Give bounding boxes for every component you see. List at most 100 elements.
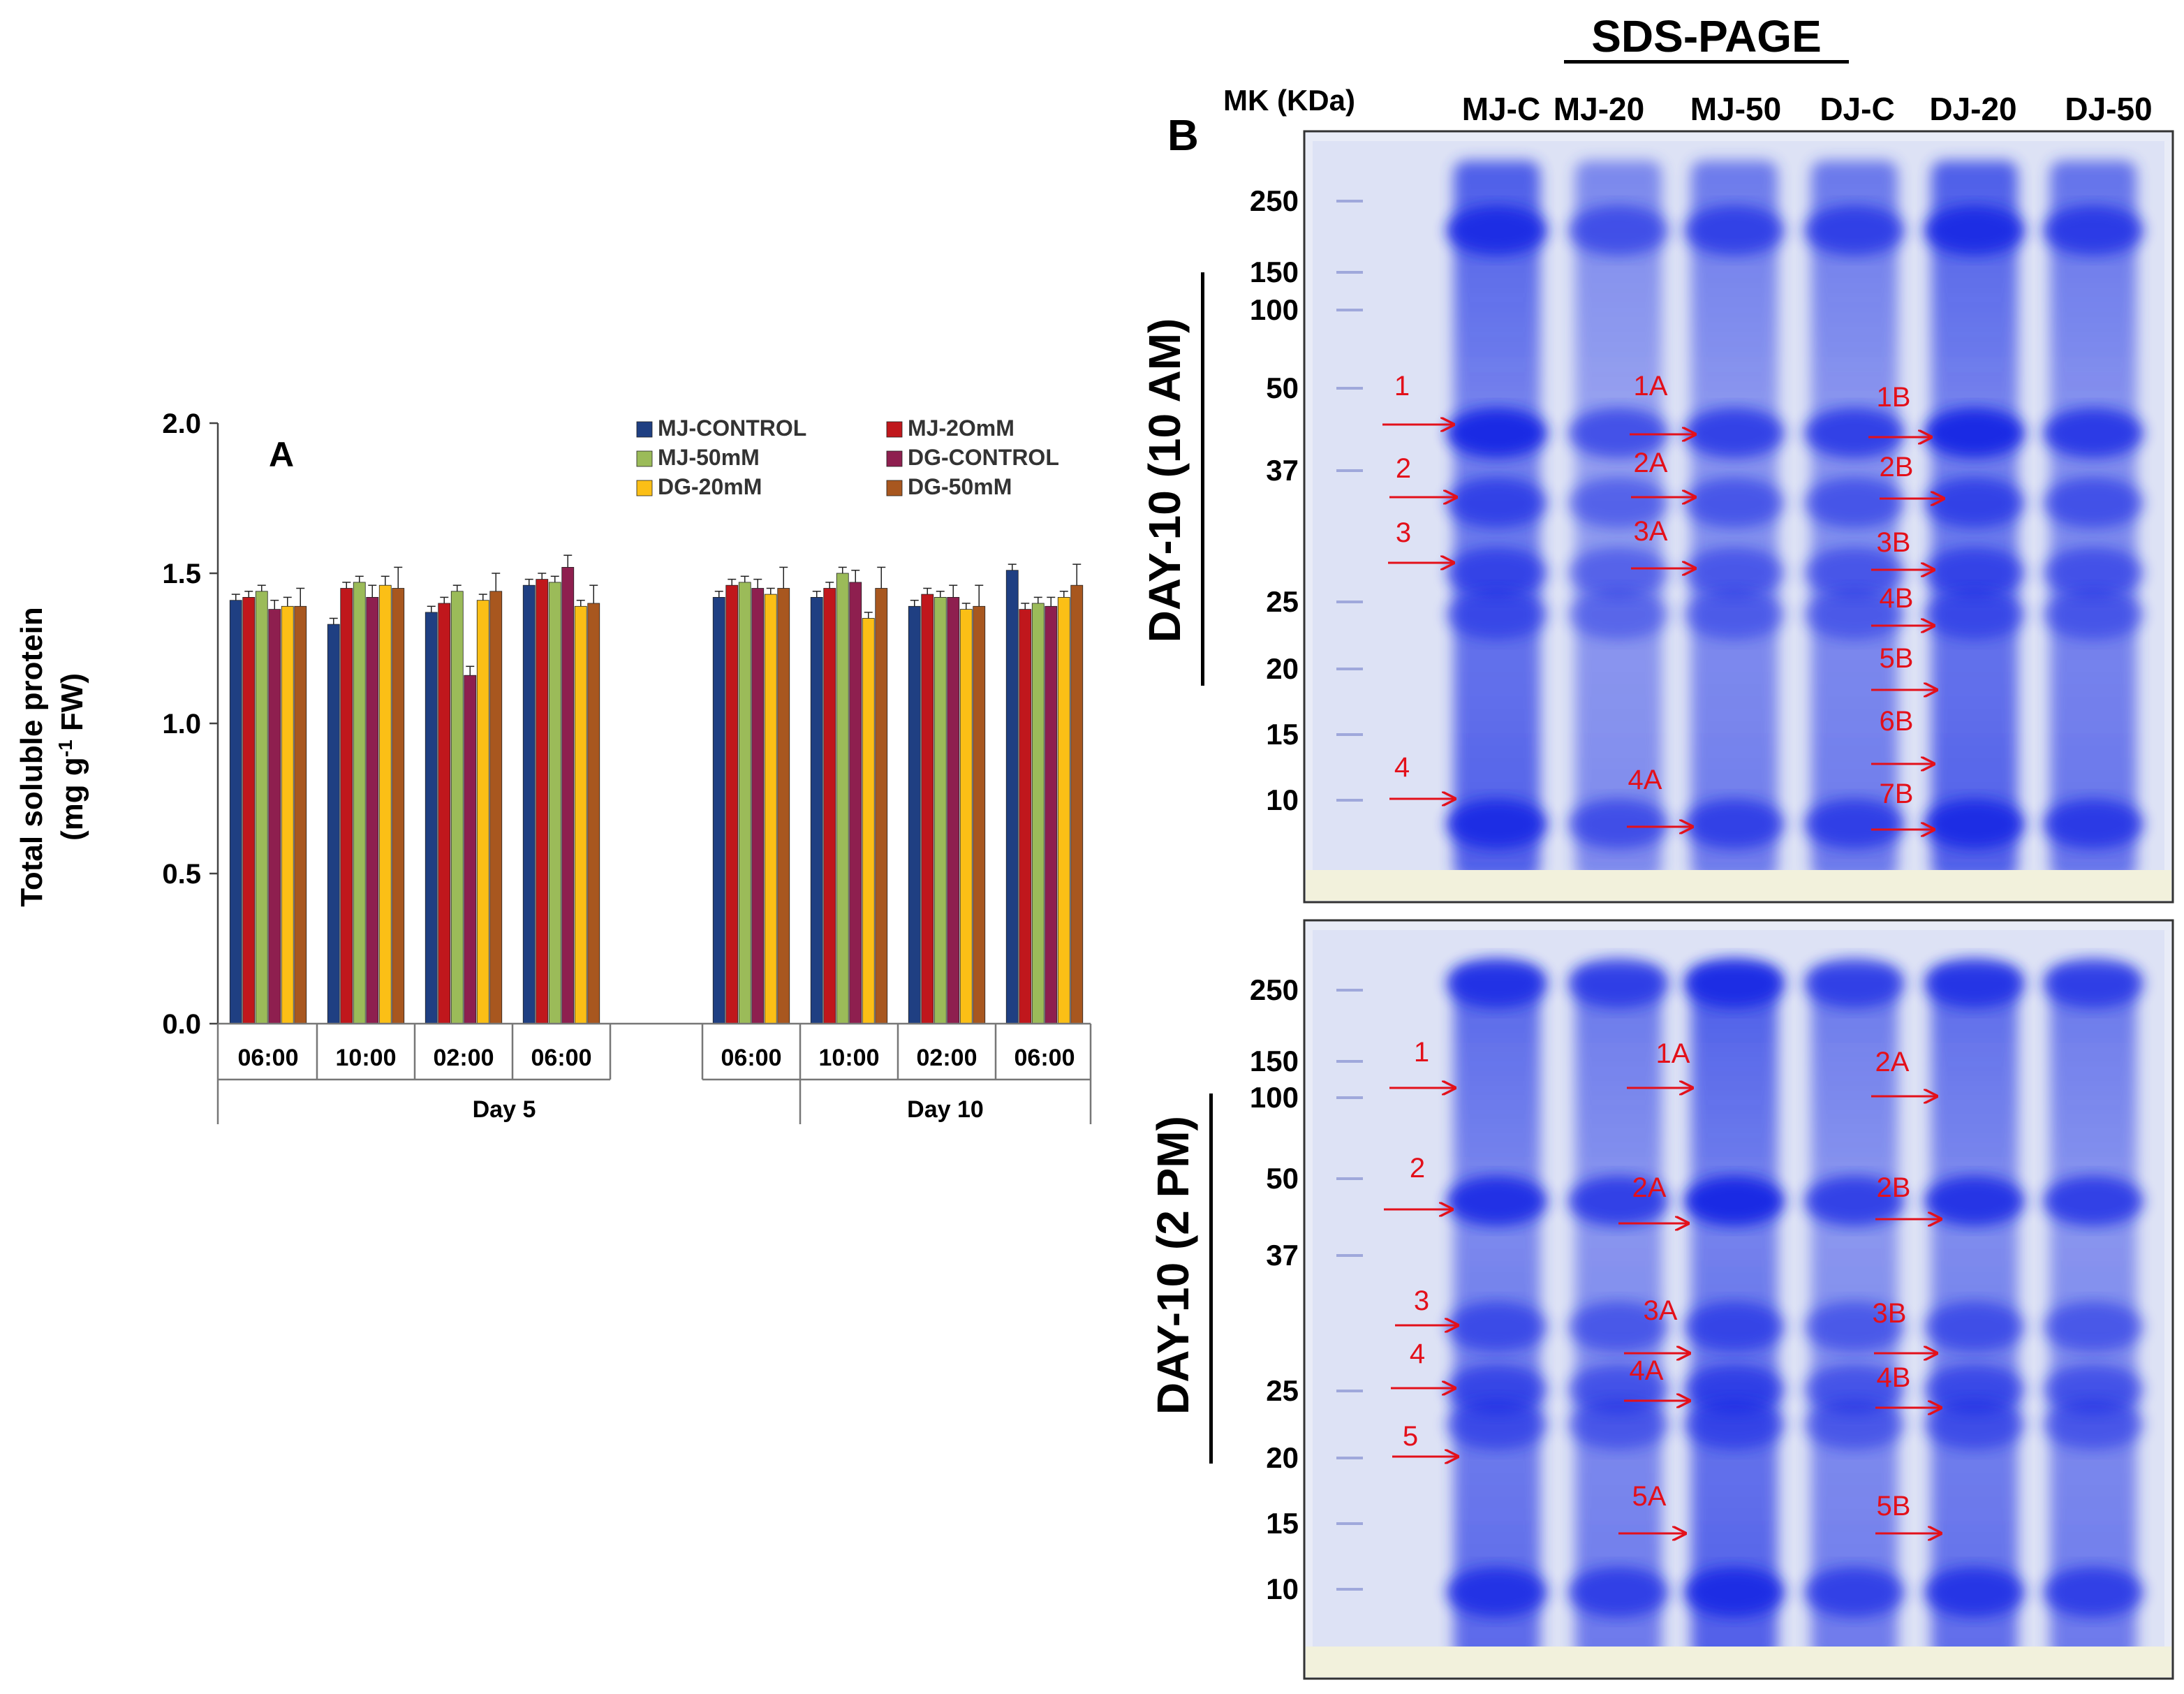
protein-band: [1924, 1567, 2025, 1617]
protein-band: [1924, 478, 2025, 528]
band-label: 4: [1394, 752, 1410, 783]
band-label: 3B: [1873, 1298, 1907, 1329]
band-label: 1A: [1656, 1038, 1690, 1069]
bar-dg-50mm: [294, 605, 307, 1024]
marker-size-label: 20: [1266, 652, 1299, 685]
band-label: 2B: [1877, 1172, 1911, 1203]
band-label: 3: [1396, 517, 1411, 548]
legend-swatch: [886, 480, 903, 496]
y-axis-unit-sup: -1: [54, 739, 76, 757]
bar-dg-50mm: [587, 603, 600, 1024]
protein-band: [1684, 799, 1785, 849]
protein-band: [1447, 1364, 1547, 1415]
bar-dg-50mm: [973, 605, 986, 1024]
marker-size-label: 50: [1266, 371, 1299, 404]
bar-dg-control: [268, 609, 281, 1024]
gel-2-title: DAY-10 (2 PM): [1148, 1116, 1198, 1415]
band-label: 1B: [1877, 382, 1911, 413]
protein-band: [1447, 1302, 1547, 1352]
protein-band: [2043, 1399, 2144, 1450]
panel-b-label: B: [1167, 112, 1199, 160]
gel-1-marker-sizes: 250 150 100 50 37 25 20 15 10: [1250, 184, 1299, 816]
lane-header: MJ-20: [1554, 91, 1644, 127]
bar-dg-control: [849, 582, 862, 1024]
bar-mj-control: [712, 597, 725, 1024]
protein-band: [2043, 1567, 2144, 1617]
protein-band: [1924, 1176, 2025, 1226]
y-axis-ticks: 0.0 0.5 1.0 1.5 2.0: [162, 408, 219, 1040]
protein-band: [1924, 547, 2025, 598]
gel-2-marker-sizes: 250 150 100 50 37 25 20 15 10: [1250, 973, 1299, 1605]
gel-day10-2pm: 250 150 100 50 37 25 20 15 10 1 2 3 4 5 1A 2A 3A 4A 5A 2A 2…: [1148, 919, 2174, 1680]
lane-header: DJ-20: [1929, 91, 2016, 127]
band-label: 2A: [1875, 1047, 1910, 1077]
marker-size-label: 25: [1266, 585, 1299, 618]
bar-mj-50mm: [353, 582, 366, 1024]
band-label: 3: [1414, 1286, 1429, 1316]
x-tick-label: 02:00: [917, 1045, 977, 1071]
protein-band: [1804, 1364, 1905, 1415]
lane-header: DJ-50: [2065, 91, 2152, 127]
band-label: 4: [1410, 1339, 1425, 1369]
bar-mj-control: [1005, 570, 1019, 1024]
band-label: 6B: [1880, 706, 1914, 737]
bar-mj-2omm: [536, 579, 549, 1024]
legend-swatch: [636, 450, 653, 467]
gel-2-lanes: [1306, 930, 2171, 1677]
protein-band: [1804, 1176, 1905, 1226]
protein-band: [1684, 1364, 1785, 1415]
protein-band: [1684, 205, 1785, 256]
bar-mj-2omm: [242, 597, 256, 1024]
protein-band: [1447, 1567, 1547, 1617]
bar-dg-20mm: [574, 605, 587, 1024]
protein-band: [2043, 408, 2144, 458]
legend-label: DG-CONTROL: [908, 445, 1059, 470]
x-tick-label: 06:00: [531, 1045, 592, 1071]
legend-label: DG-20mM: [658, 474, 762, 499]
protein-band: [1924, 799, 2025, 849]
y-axis-unit-pre: (mg g: [55, 757, 89, 841]
bar-mj-control: [229, 600, 242, 1024]
protein-band: [1684, 408, 1785, 458]
marker-size-label: 150: [1250, 256, 1299, 288]
bar-dg-50mm: [489, 591, 503, 1024]
gel-2-title-underline: [1209, 1093, 1213, 1464]
protein-band: [1804, 799, 1905, 849]
bar-dg-control: [464, 675, 477, 1024]
legend-label: MJ-50mM: [658, 445, 760, 470]
bar-dg-20mm: [476, 600, 489, 1024]
marker-size-label: 100: [1250, 293, 1299, 326]
x-tick-label: 06:00: [238, 1045, 299, 1071]
band-label: 1A: [1634, 371, 1668, 402]
panel-b-gels: SDS-PAGE B MK (KDa) MJ-C MJ-20 MJ-50 DJ-C DJ…: [1139, 11, 2174, 1680]
bar-mj-2omm: [438, 603, 451, 1024]
protein-band: [2043, 958, 2144, 1008]
bar-mj-50mm: [738, 582, 751, 1024]
bar-dg-control: [751, 588, 765, 1024]
protein-band: [1447, 589, 1547, 640]
marker-size-label: 15: [1266, 718, 1299, 751]
group-label-day10: Day 10: [907, 1096, 984, 1123]
protein-band: [2043, 547, 2144, 598]
protein-band: [1568, 1176, 1669, 1226]
bar-dg-50mm: [1070, 584, 1084, 1024]
protein-band: [1568, 478, 1669, 528]
y-axis-title-line1: Total soluble protein: [15, 607, 49, 906]
protein-band: [1568, 589, 1669, 640]
bar-mj-control: [425, 612, 438, 1024]
band-label: 4A: [1630, 1355, 1664, 1386]
protein-band: [1804, 408, 1905, 458]
panel-a-chart: A Total soluble protein (mg g-1 FW) 0.00…: [15, 408, 1092, 1124]
bar-dg-control: [366, 597, 379, 1024]
protein-band: [1447, 799, 1547, 849]
bar-mj-control: [908, 605, 921, 1024]
legend-swatch: [886, 450, 903, 467]
bar-mj-control: [327, 624, 340, 1024]
lane-headers: MJ-C MJ-20 MJ-50 DJ-C DJ-20 DJ-50: [1462, 91, 2153, 127]
y-tick-label: 0.5: [162, 859, 201, 890]
bar-dg-20mm: [378, 584, 392, 1024]
protein-band: [1568, 1399, 1669, 1450]
protein-band: [1804, 547, 1905, 598]
y-axis-title: Total soluble protein (mg g-1 FW): [15, 607, 89, 906]
